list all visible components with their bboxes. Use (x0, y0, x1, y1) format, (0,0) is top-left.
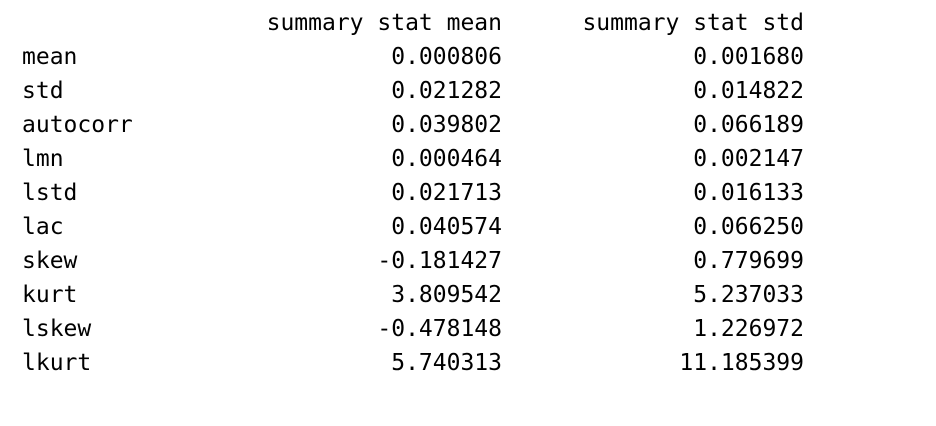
cell-std: 1.226972 (693, 316, 804, 342)
row-label: kurt (22, 282, 78, 308)
table-row: mean 0.000806 0.001680 (22, 40, 804, 74)
index-header (22, 6, 192, 40)
cell-mean: 5.740313 (391, 350, 502, 376)
table-row: std 0.021282 0.014822 (22, 74, 804, 108)
cell-mean: 0.039802 (391, 112, 502, 138)
cell-std: 0.066250 (693, 214, 804, 240)
cell-std: 0.016133 (693, 180, 804, 206)
row-label: lac (22, 214, 64, 240)
cell-std: 0.001680 (693, 44, 804, 70)
row-label: lstd (22, 180, 78, 206)
cell-std: 0.066189 (693, 112, 804, 138)
cell-std: 0.002147 (693, 146, 804, 172)
cell-mean: -0.478148 (377, 316, 502, 342)
cell-std: 0.779699 (693, 248, 804, 274)
cell-mean: 0.040574 (391, 214, 502, 240)
row-label: lskew (22, 316, 92, 342)
summary-stats-table: summary stat mean summary stat std mean … (22, 6, 804, 380)
cell-mean: 0.000464 (391, 146, 502, 172)
column-header-summary-stat-mean: summary stat mean (266, 10, 502, 36)
cell-std: 11.185399 (679, 350, 804, 376)
table-row: lstd 0.021713 0.016133 (22, 176, 804, 210)
header-row: summary stat mean summary stat std (22, 6, 804, 40)
table-row: lskew -0.478148 1.226972 (22, 312, 804, 346)
cell-mean: 0.021282 (391, 78, 502, 104)
column-header-summary-stat-std: summary stat std (582, 10, 804, 36)
row-label: std (22, 78, 64, 104)
table-row: lmn 0.000464 0.002147 (22, 142, 804, 176)
table-row: lac 0.040574 0.066250 (22, 210, 804, 244)
row-label: autocorr (22, 112, 133, 138)
table-row: kurt 3.809542 5.237033 (22, 278, 804, 312)
row-label: skew (22, 248, 78, 274)
row-label: lmn (22, 146, 64, 172)
cell-std: 5.237033 (693, 282, 804, 308)
cell-mean: -0.181427 (377, 248, 502, 274)
cell-std: 0.014822 (693, 78, 804, 104)
cell-mean: 0.021713 (391, 180, 502, 206)
row-label: lkurt (22, 350, 92, 376)
row-label: mean (22, 44, 78, 70)
cell-mean: 3.809542 (391, 282, 502, 308)
cell-mean: 0.000806 (391, 44, 502, 70)
table-row: lkurt 5.740313 11.185399 (22, 346, 804, 380)
table-row: autocorr 0.039802 0.066189 (22, 108, 804, 142)
table-row: skew -0.181427 0.779699 (22, 244, 804, 278)
